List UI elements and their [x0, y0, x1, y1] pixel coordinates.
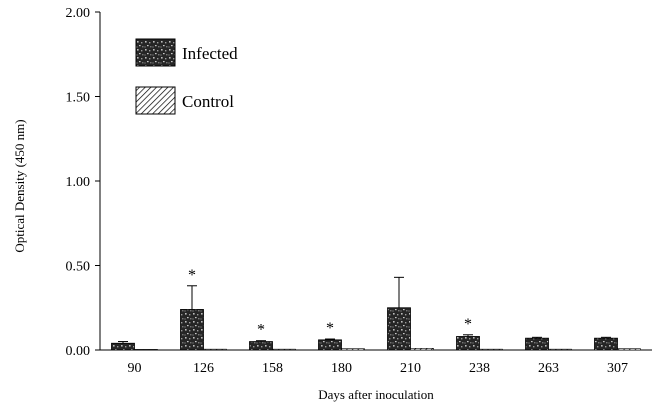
legend-swatch-control — [135, 86, 176, 115]
bar-control-126 — [203, 348, 227, 351]
x-tick-label: 90 — [128, 361, 142, 376]
bar-control-180 — [341, 348, 365, 351]
bar-infected-238 — [456, 336, 480, 351]
x-axis: 90 126 158 180 210 238 263 307 — [100, 349, 652, 376]
y-tick-label: 1.00 — [66, 175, 91, 190]
bar-control-210 — [410, 348, 434, 351]
x-tick-label: 158 — [262, 361, 283, 376]
bar-infected-263 — [525, 337, 549, 351]
bars: * * * * — [111, 267, 641, 351]
y-axis-title: Optical Density (450 nm) — [12, 119, 27, 252]
y-axis: 0.00 0.50 1.00 1.50 2.00 — [66, 6, 101, 359]
bar-control-263 — [548, 348, 572, 351]
bar-infected-158 — [249, 341, 273, 351]
significance-star-180: * — [326, 320, 334, 337]
x-tick-label: 126 — [193, 361, 214, 376]
bar-infected-307 — [594, 337, 618, 351]
legend-label-infected: Infected — [182, 44, 238, 63]
y-tick-label: 0.50 — [66, 260, 91, 275]
y-tick-label: 1.50 — [66, 91, 91, 106]
bar-infected-126 — [180, 309, 204, 351]
x-tick-label: 307 — [607, 361, 628, 376]
x-tick-label: 210 — [400, 361, 421, 376]
significance-star-238: * — [464, 316, 472, 333]
x-tick-label: 180 — [331, 361, 352, 376]
bar-infected-90 — [111, 342, 135, 351]
bar-infected-180 — [318, 339, 342, 351]
y-tick-label: 0.00 — [66, 344, 91, 359]
y-tick-label: 2.00 — [66, 6, 91, 21]
bar-control-158 — [272, 348, 296, 351]
bar-control-307 — [617, 348, 641, 351]
legend-label-control: Control — [182, 92, 234, 111]
legend-swatch-infected — [135, 38, 176, 67]
x-axis-title: Days after inoculation — [318, 387, 434, 402]
bar-control-90 — [134, 349, 158, 351]
legend: Infected Control — [135, 38, 238, 115]
significance-star-126: * — [188, 267, 196, 284]
significance-star-158: * — [257, 322, 265, 339]
x-tick-label: 263 — [538, 361, 559, 376]
bar-infected-210 — [387, 307, 411, 351]
x-tick-label: 238 — [469, 361, 490, 376]
bar-control-238 — [479, 348, 503, 351]
